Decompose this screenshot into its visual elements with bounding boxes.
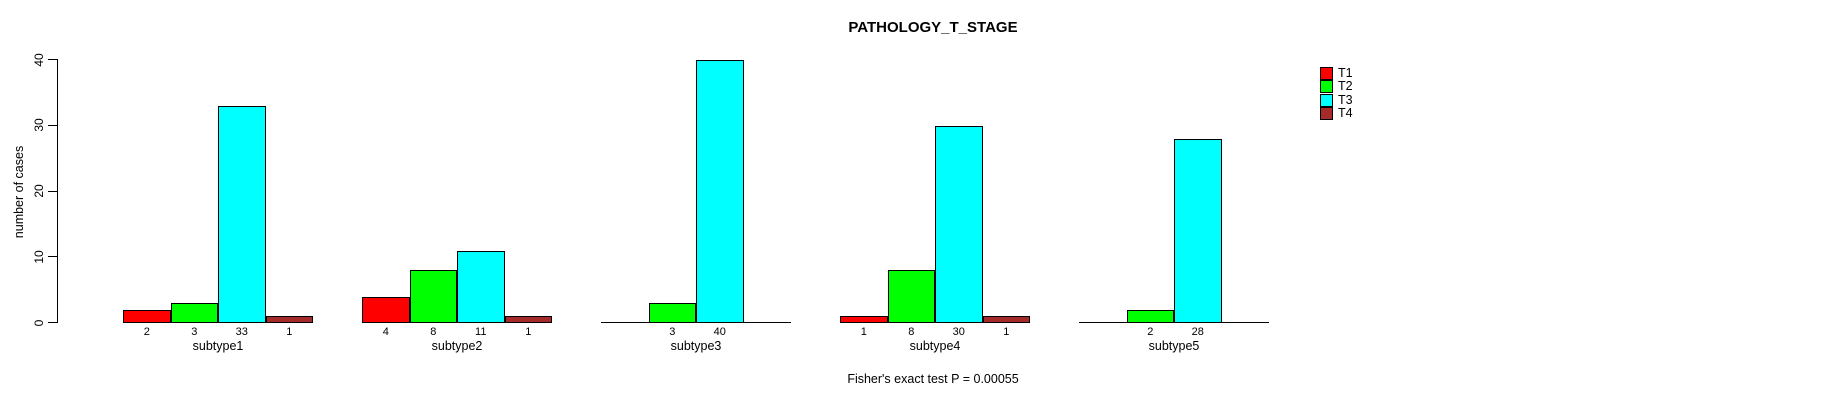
bar-subtype4-T4 (982, 316, 1030, 323)
bar-count-label-subtype2-T2: 8 (430, 326, 437, 338)
legend-item-T3: T3 (1320, 92, 1353, 107)
bar-count-label-subtype4-T1: 1 (860, 326, 867, 338)
legend-swatch-T3 (1320, 93, 1333, 107)
bar-count-label-subtype1-T3: 33 (235, 326, 248, 338)
y-tick-40 (48, 59, 57, 60)
bar-count-label-subtype1-T1: 2 (143, 326, 150, 338)
y-tick-label-10: 10 (32, 250, 46, 264)
bar-subtype2-T4 (504, 316, 552, 323)
legend-label-T1: T1 (1338, 66, 1353, 80)
legend-label-T2: T2 (1338, 79, 1353, 94)
y-tick-label-0: 0 (32, 319, 46, 326)
y-tick-20 (48, 190, 57, 192)
bar-subtype2-T1 (362, 296, 410, 323)
category-label-subtype3: subtype3 (670, 339, 722, 353)
y-axis-line (57, 59, 58, 323)
bar-count-label-subtype5-T2: 2 (1147, 326, 1154, 338)
legend-label-T4: T4 (1338, 106, 1353, 121)
bar-count-label-subtype4-T3: 30 (952, 326, 965, 338)
bar-subtype1-T4 (265, 316, 313, 323)
bar-subtype1-T1 (123, 309, 171, 323)
bar-count-label-subtype2-T3: 11 (475, 326, 487, 338)
bar-subtype5-T2 (1126, 309, 1174, 323)
bar-subtype3-T3 (696, 60, 744, 323)
bar-subtype4-T3 (935, 125, 983, 323)
legend-item-T4: T4 (1320, 106, 1353, 121)
legend-swatch-T4 (1320, 107, 1333, 121)
bar-subtype1-T2 (170, 303, 218, 323)
category-label-subtype1: subtype1 (192, 339, 244, 353)
y-axis-label: number of cases (12, 145, 26, 239)
bar-subtype4-T1 (840, 316, 888, 323)
bar-count-label-subtype1-T2: 3 (191, 326, 198, 338)
bar-subtype3-T2 (648, 303, 696, 323)
y-tick-30 (48, 124, 57, 126)
legend-label-T3: T3 (1338, 92, 1353, 107)
category-label-subtype5: subtype5 (1148, 339, 1200, 353)
category-label-subtype2: subtype2 (431, 339, 483, 353)
bar-count-label-subtype1-T4: 1 (286, 326, 293, 338)
y-tick-label-30: 30 (32, 118, 46, 132)
bar-subtype1-T3 (218, 106, 266, 323)
y-tick-label-40: 40 (32, 52, 46, 67)
bar-count-label-subtype3-T3: 40 (713, 326, 726, 338)
bar-subtype2-T2 (409, 270, 457, 323)
legend-swatch-T1 (1320, 67, 1333, 80)
bar-subtype5-T3 (1174, 138, 1222, 323)
bar-count-label-subtype3-T2: 3 (669, 326, 676, 338)
y-tick-10 (48, 256, 57, 258)
y-tick-0 (48, 322, 57, 323)
y-tick-label-20: 20 (32, 184, 46, 198)
bar-count-label-subtype4-T2: 8 (908, 326, 915, 338)
bar-subtype2-T3 (457, 250, 505, 323)
bar-count-label-subtype5-T3: 28 (1191, 326, 1204, 338)
fisher-exact-test-note: Fisher's exact test P = 0.00055 (847, 372, 1019, 386)
bar-count-label-subtype2-T1: 4 (382, 326, 389, 338)
legend-item-T1: T1 (1320, 67, 1353, 80)
bar-count-label-subtype2-T4: 1 (525, 326, 532, 338)
category-label-subtype4: subtype4 (909, 339, 961, 353)
chart-title: PATHOLOGY_T_STAGE (848, 19, 1018, 36)
bar-count-label-subtype4-T4: 1 (1003, 326, 1010, 338)
bar-subtype4-T2 (887, 270, 935, 323)
legend-swatch-T2 (1320, 80, 1333, 94)
legend-item-T2: T2 (1320, 79, 1353, 94)
